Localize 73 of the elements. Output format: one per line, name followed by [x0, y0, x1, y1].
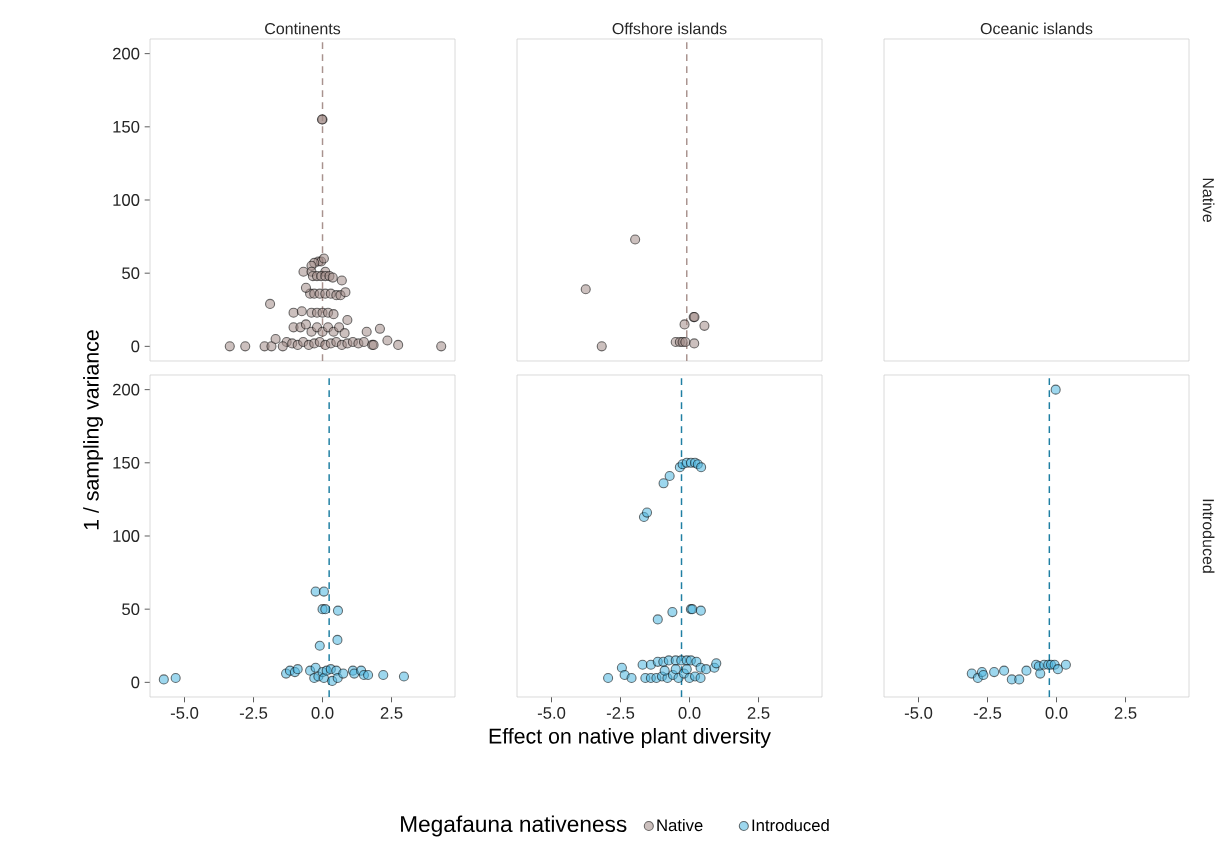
point [398, 671, 410, 682]
point [711, 658, 722, 669]
point [630, 234, 641, 245]
x-axis-title: Effect on native plant diversity [489, 727, 771, 748]
point [637, 659, 648, 670]
y2-axis-title: Native [1202, 178, 1215, 222]
point [603, 672, 614, 684]
x-tick-label: 2.5 [380, 707, 403, 719]
point [596, 341, 607, 352]
y-tick-label: 50 [122, 603, 140, 616]
point [1060, 659, 1071, 670]
legend-label: Native [657, 818, 703, 832]
y-tick-label: 100 [113, 530, 140, 542]
y-tick-label: 150 [113, 120, 140, 133]
point [659, 665, 670, 676]
point [696, 462, 707, 473]
point [158, 674, 169, 685]
chart-title: Offshore islands [612, 22, 727, 35]
legend-label: Introduced [752, 818, 829, 832]
point [699, 320, 710, 331]
y-axis-title: 1 / sampling variance [83, 330, 104, 530]
x-tick-label: -2.5 [606, 707, 635, 719]
point [1021, 665, 1032, 676]
point [332, 634, 343, 645]
x-tick-label: -2.5 [239, 707, 268, 719]
y-tick-label: 200 [113, 47, 140, 60]
point [1014, 674, 1025, 685]
x-tick-label: -5.0 [904, 707, 933, 719]
x-tick-label: 2.5 [747, 707, 770, 719]
point [314, 640, 325, 651]
point [667, 607, 678, 618]
chart-title: Oceanic islands [980, 22, 1093, 35]
point [999, 665, 1010, 676]
point [695, 605, 706, 616]
x-tick-label: 2.5 [1114, 707, 1137, 719]
point [689, 338, 700, 349]
point [1050, 384, 1061, 395]
point [679, 319, 690, 330]
point [652, 614, 663, 625]
point [664, 470, 675, 482]
point [580, 284, 591, 295]
point [378, 669, 389, 681]
point [1052, 664, 1063, 675]
point [670, 664, 681, 675]
y-tick-label: 200 [113, 383, 140, 396]
x-tick-label: -5.0 [170, 707, 199, 719]
y-tick-label: 100 [113, 194, 140, 206]
x-tick-label: 0.0 [678, 707, 701, 719]
point [332, 605, 344, 616]
point [362, 669, 374, 681]
legend-title: Megafauna nativeness [401, 815, 627, 837]
y-tick-label: 0 [131, 676, 140, 689]
y-tick-label: 50 [122, 267, 140, 280]
point [681, 664, 692, 675]
point [310, 586, 321, 597]
point [318, 586, 329, 597]
x-tick-label: -2.5 [973, 707, 1002, 719]
point [1035, 668, 1046, 679]
x-tick-label: 0.0 [1045, 707, 1068, 719]
point [641, 507, 653, 518]
point [338, 668, 349, 679]
x-tick-label: 0.0 [311, 707, 334, 719]
y-tick-label: 150 [113, 456, 140, 469]
point [989, 667, 1000, 678]
point [170, 672, 181, 684]
point [626, 672, 637, 684]
point [658, 478, 669, 489]
chart-title: Continents [265, 22, 341, 35]
x-tick-label: -5.0 [537, 707, 566, 719]
point [695, 672, 706, 684]
point [701, 664, 712, 675]
y2-axis-title: Introduced [1202, 499, 1215, 573]
y-tick-label: 0 [131, 340, 140, 353]
